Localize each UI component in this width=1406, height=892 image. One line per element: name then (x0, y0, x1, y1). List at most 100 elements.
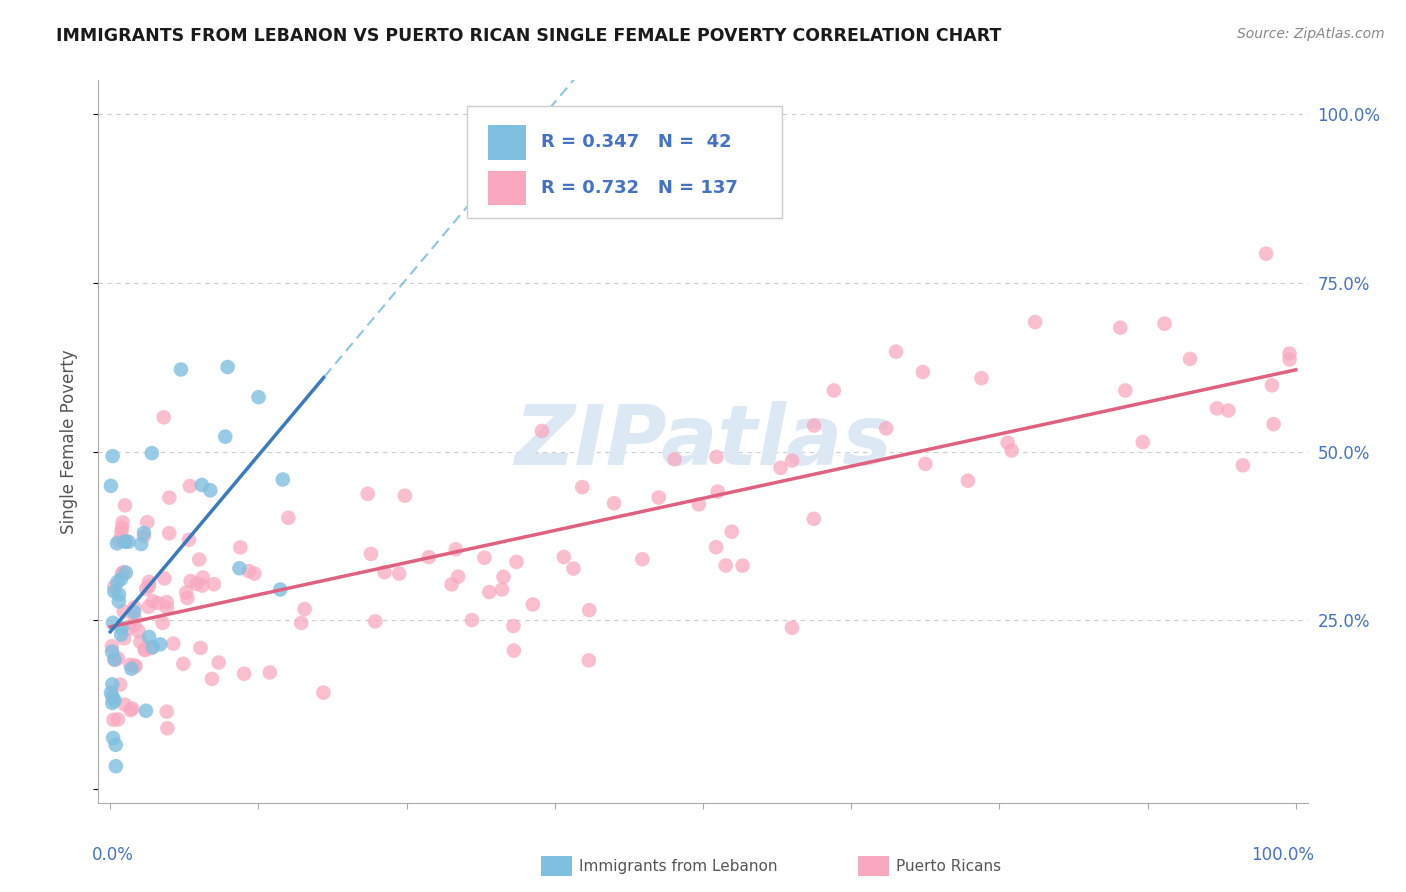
Point (138, 630, 160, 644)
Point (492, 570, 515, 584)
Point (1178, 351, 1201, 366)
Point (875, 421, 897, 435)
Point (440, 577, 463, 591)
Point (110, 621, 132, 635)
Point (374, 565, 396, 579)
Point (474, 550, 496, 565)
Point (110, 524, 132, 539)
Point (233, 666, 256, 681)
Point (714, 558, 737, 573)
Point (111, 566, 134, 581)
Point (631, 552, 654, 566)
Point (129, 537, 152, 551)
Point (1232, 458, 1254, 473)
Point (502, 643, 524, 657)
Point (688, 497, 710, 511)
Point (884, 344, 907, 359)
Point (108, 533, 131, 547)
Point (100, 479, 122, 493)
FancyBboxPatch shape (488, 125, 526, 160)
Point (357, 487, 380, 501)
Point (124, 658, 146, 673)
Point (103, 584, 125, 599)
Point (720, 524, 742, 539)
Point (107, 651, 129, 665)
FancyBboxPatch shape (488, 170, 526, 205)
Point (149, 637, 172, 651)
Point (1261, 378, 1284, 392)
Point (780, 621, 803, 635)
Point (269, 582, 291, 597)
Point (522, 598, 544, 612)
Point (997, 435, 1019, 450)
Point (1218, 403, 1240, 417)
Point (571, 480, 593, 494)
Point (138, 579, 160, 593)
Point (152, 615, 174, 630)
Point (418, 550, 440, 565)
Point (111, 520, 134, 534)
Point (202, 577, 225, 591)
Point (229, 541, 252, 555)
Point (135, 582, 157, 596)
Point (115, 566, 138, 580)
Point (1114, 384, 1136, 398)
Point (135, 704, 157, 718)
Point (505, 555, 527, 569)
Point (124, 617, 146, 632)
Point (104, 738, 127, 752)
Point (138, 599, 160, 614)
Point (1153, 317, 1175, 331)
Point (911, 365, 934, 379)
Point (706, 450, 728, 464)
Point (578, 653, 600, 667)
Point (132, 526, 155, 541)
Point (200, 483, 222, 498)
Point (124, 611, 146, 625)
Text: Puerto Ricans: Puerto Ricans (896, 859, 1001, 873)
Point (388, 566, 411, 581)
Point (970, 371, 993, 385)
Point (1254, 246, 1277, 260)
Point (129, 634, 152, 648)
Point (461, 613, 484, 627)
Point (553, 549, 575, 564)
Point (208, 656, 231, 670)
Point (914, 457, 936, 471)
Point (134, 642, 156, 657)
Point (120, 657, 142, 672)
Point (112, 632, 135, 646)
Point (101, 690, 124, 705)
Point (364, 615, 387, 629)
Point (1132, 435, 1154, 450)
Point (152, 410, 174, 425)
Point (120, 703, 142, 717)
Text: 0.0%: 0.0% (93, 847, 134, 864)
Point (188, 552, 211, 566)
Point (174, 585, 197, 599)
Point (1109, 320, 1132, 334)
Point (162, 637, 184, 651)
Point (290, 615, 312, 630)
Point (101, 677, 124, 691)
Point (177, 533, 200, 547)
Point (191, 578, 214, 592)
Text: 100.0%: 100.0% (1250, 847, 1313, 864)
Point (1263, 417, 1285, 431)
Point (731, 558, 754, 573)
Point (478, 585, 501, 599)
Point (103, 580, 125, 594)
Point (112, 604, 135, 618)
Point (120, 662, 142, 676)
Point (769, 460, 792, 475)
Text: R = 0.347   N =  42: R = 0.347 N = 42 (541, 134, 731, 152)
Point (108, 594, 131, 608)
Point (562, 561, 585, 575)
Point (214, 430, 236, 444)
Point (170, 362, 193, 376)
Point (664, 452, 686, 467)
Point (243, 566, 266, 581)
Point (1024, 315, 1046, 329)
Point (100, 686, 122, 700)
Point (956, 474, 979, 488)
